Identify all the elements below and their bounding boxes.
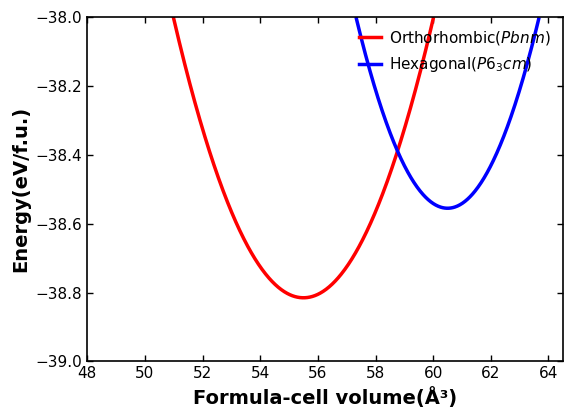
Legend: Orthorhombic($\it{Pbnm}$), Hexagonal($\it{P6_3cm}$): Orthorhombic($\it{Pbnm}$), Hexagonal($\i… — [354, 25, 555, 78]
X-axis label: Formula-cell volume(Å³): Formula-cell volume(Å³) — [193, 387, 457, 408]
Y-axis label: Energy(eV/f.u.): Energy(eV/f.u.) — [11, 106, 30, 272]
